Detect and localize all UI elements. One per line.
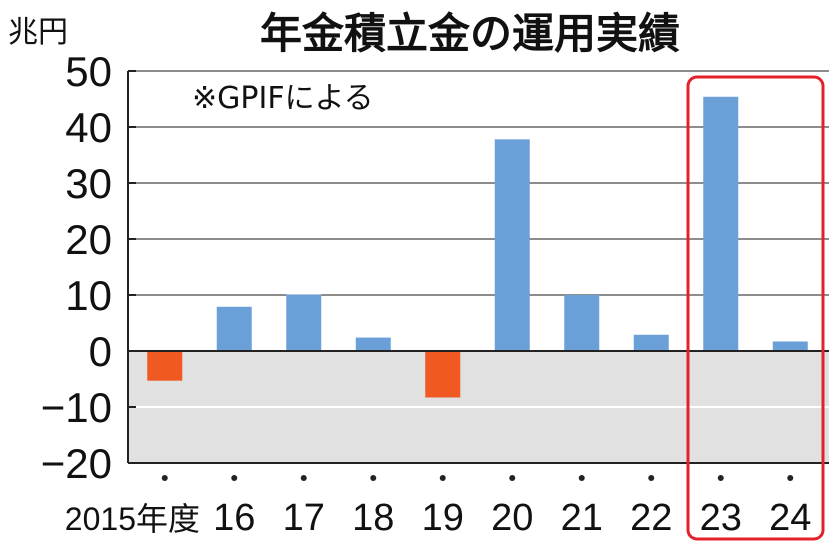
bar-3 xyxy=(355,337,391,351)
x-tick-dot-7 xyxy=(648,475,655,481)
y-tick-label-2: 30 xyxy=(65,160,112,207)
unit-label: 兆円 xyxy=(8,15,68,50)
y-tick-label-7: −20 xyxy=(41,440,112,487)
x-tick-dot-2 xyxy=(300,475,307,481)
x-tick-label-0: 2015年度 xyxy=(65,501,200,537)
x-tick-label-2: 17 xyxy=(283,497,325,539)
x-tick-dot-3 xyxy=(370,475,377,481)
source-note: ※GPIFによる xyxy=(192,81,374,116)
x-tick-label-9: 24 xyxy=(769,497,811,539)
bar-0 xyxy=(147,351,183,381)
bar-5 xyxy=(494,139,530,351)
highlight-rectangle xyxy=(686,75,825,541)
bar-6 xyxy=(564,295,600,351)
x-tick-label-5: 20 xyxy=(491,497,533,539)
y-tick-label-1: 40 xyxy=(65,104,112,151)
chart-title: 年金積立金の運用実績 xyxy=(260,9,680,58)
bars xyxy=(147,96,808,398)
x-tick-dot-1 xyxy=(231,475,238,481)
x-tick-dot-8 xyxy=(717,475,724,481)
highlight-box xyxy=(686,75,825,541)
gridlines xyxy=(128,70,829,408)
bar-7 xyxy=(633,334,669,351)
x-tick-dot-4 xyxy=(439,475,446,481)
x-tick-label-6: 21 xyxy=(561,497,603,539)
axes xyxy=(127,70,829,481)
x-tick-dot-5 xyxy=(509,475,516,481)
x-tick-label-8: 23 xyxy=(700,497,742,539)
bar-8 xyxy=(703,96,739,351)
x-tick-label-7: 22 xyxy=(630,497,672,539)
y-tick-labels: 50 40 30 20 10 0 −10 −20 xyxy=(41,48,112,487)
y-tick-label-4: 10 xyxy=(65,272,112,319)
x-tick-labels: 2015年度 16 17 18 19 20 21 22 23 24 xyxy=(65,497,812,539)
y-tick-label-0: 50 xyxy=(65,48,112,95)
bar-4 xyxy=(425,351,461,398)
x-tick-dot-9 xyxy=(787,475,794,481)
x-tick-label-1: 16 xyxy=(213,497,255,539)
x-tick-label-3: 18 xyxy=(352,497,394,539)
y-tick-label-3: 20 xyxy=(65,216,112,263)
x-tick-dot-6 xyxy=(578,475,585,481)
x-tick-dot-0 xyxy=(161,475,168,481)
y-tick-label-5: 0 xyxy=(89,328,112,375)
bar-9 xyxy=(772,341,808,351)
y-tick-label-6: −10 xyxy=(41,384,112,431)
bar-2 xyxy=(286,294,322,351)
x-tick-label-4: 19 xyxy=(422,497,464,539)
bar-1 xyxy=(216,306,252,351)
